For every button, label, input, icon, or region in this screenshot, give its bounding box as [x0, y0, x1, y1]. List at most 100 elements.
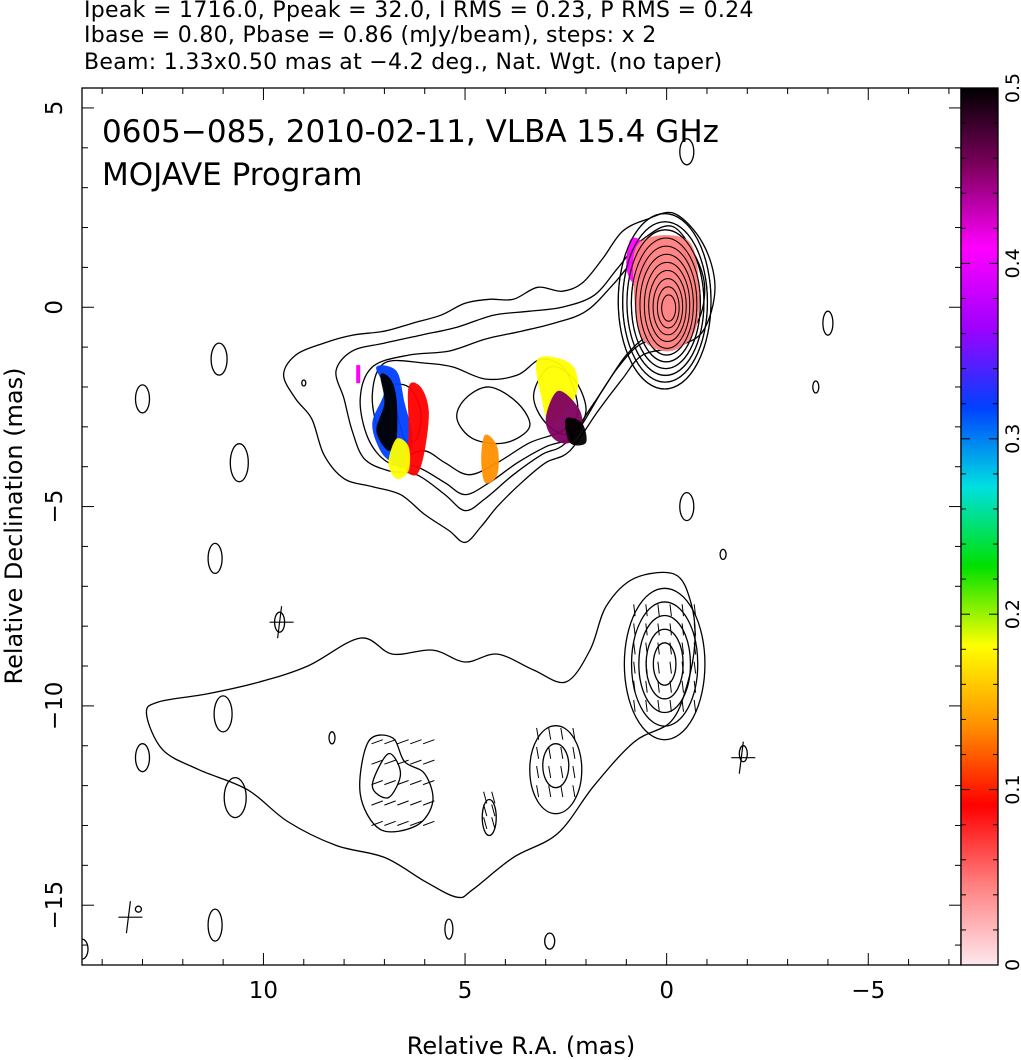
evpa-vector — [371, 780, 383, 786]
noise-contour — [207, 908, 223, 942]
lower-core-contour — [652, 642, 677, 686]
y-tick-label: −10 — [42, 682, 68, 731]
evpa-vector — [693, 623, 697, 636]
evpa-vector — [483, 817, 488, 830]
evpa-vector — [410, 820, 422, 826]
evpa-vector — [669, 661, 672, 674]
evpa-vector — [548, 727, 552, 740]
evpa-vector — [657, 604, 660, 617]
evpa-vector — [560, 785, 564, 798]
noise-contour — [134, 384, 151, 414]
evpa-vector — [633, 680, 636, 693]
evpa-vector — [491, 804, 496, 817]
noise-contour — [544, 932, 556, 950]
evpa-vector — [645, 604, 648, 617]
x-axis: 10 5 0 −5 — [101, 88, 950, 1004]
contour-level-2 — [335, 225, 706, 512]
evpa-vector — [669, 642, 672, 655]
evpa-vector — [422, 739, 435, 745]
noise-contour — [679, 138, 695, 166]
evpa-vector — [645, 661, 648, 674]
y-tick-label: 0 — [42, 300, 68, 315]
evpa-vector — [384, 739, 396, 745]
evpa-vector — [681, 699, 684, 712]
contour-outer — [282, 211, 716, 544]
evpa-vector — [371, 800, 383, 806]
evpa-vector — [548, 785, 552, 798]
evpa-vector — [657, 642, 660, 655]
contour-lower-blob — [481, 798, 497, 837]
evpa-vector — [560, 766, 564, 779]
evpa-vector — [491, 791, 496, 804]
core-contour — [626, 229, 705, 376]
noise-contour — [134, 743, 151, 773]
noise-contour — [719, 548, 727, 561]
evpa-vector — [657, 699, 660, 712]
colorbar-ticks: 0 0.1 0.2 0.3 0.4 0.5 — [961, 73, 1021, 971]
noise-contour — [134, 905, 143, 913]
evpa-vector — [572, 766, 576, 779]
y-axis: 5 0 −5 −10 −15 — [42, 101, 961, 946]
core-contour — [656, 286, 680, 329]
y-tick-label: −5 — [42, 490, 68, 524]
plot-frame — [81, 87, 962, 966]
evpa-vector — [422, 759, 435, 765]
noise-contour — [207, 542, 223, 575]
x-tick-label: 0 — [659, 978, 674, 1004]
x-tick-label: −5 — [851, 978, 885, 1004]
contours-lower-panel — [145, 571, 706, 899]
evpa-vector — [410, 780, 422, 786]
evpa-vector — [397, 800, 409, 806]
chart-title: 0605−085, 2010-02-11, VLBA 15.4 GHz — [102, 114, 719, 150]
evpa-vector — [681, 604, 684, 617]
lower-core-contour — [638, 614, 692, 714]
evpa-vector — [371, 739, 383, 745]
evpa-vector — [657, 623, 660, 636]
evpa-vector — [669, 604, 672, 617]
evpa-vector — [572, 785, 576, 798]
noise-contour — [210, 342, 228, 376]
noise-contour — [82, 938, 89, 960]
core-contour — [639, 253, 694, 356]
contour-hole — [456, 386, 531, 445]
evpa-vector — [633, 604, 636, 617]
evpa-vector — [693, 642, 697, 655]
contour-lower-outer — [145, 571, 696, 899]
colorbar-tick-label: 0.5 — [1002, 73, 1021, 103]
core-contour — [661, 294, 677, 322]
evpa-vector — [371, 759, 383, 765]
evpa-vector — [548, 746, 552, 759]
noise-contour — [328, 731, 336, 745]
pol-patch — [565, 417, 587, 446]
core-contour — [617, 213, 712, 390]
y-tick-label: −15 — [42, 881, 68, 930]
evpa-vector — [645, 623, 648, 636]
colorbar — [960, 87, 999, 966]
core-contour — [622, 221, 708, 383]
evpa-vector — [633, 699, 636, 712]
evpa-vector — [693, 661, 697, 674]
evpa-vector — [633, 642, 636, 655]
pol-patch — [356, 365, 361, 384]
plot-area — [82, 138, 834, 960]
evpa-vector — [410, 759, 422, 765]
evpa-vector — [645, 699, 648, 712]
evpa-vector — [645, 642, 648, 655]
evpa-vector — [410, 739, 422, 745]
evpa-vector — [397, 820, 409, 826]
x-axis-label: Relative R.A. (mas) — [407, 1032, 635, 1060]
fractional-polarization-patches — [356, 213, 712, 484]
pol-patch — [632, 235, 700, 352]
evpa-vector — [560, 746, 564, 759]
header-line-2: Ibase = 0.80, Pbase = 0.86 (mJy/beam), s… — [84, 23, 657, 48]
evpa-vector — [657, 661, 660, 674]
colorbar-tick-label: 0.1 — [1002, 774, 1021, 804]
noise-contour — [679, 491, 695, 522]
evpa-vector — [384, 759, 396, 765]
colorbar-tick-label: 0.4 — [1002, 248, 1021, 278]
pol-patch — [388, 438, 411, 479]
core-contour — [635, 245, 698, 363]
evpa-vector — [422, 820, 435, 826]
header-line-3: Beam: 1.33x0.50 mas at −4.2 deg., Nat. W… — [84, 50, 723, 75]
